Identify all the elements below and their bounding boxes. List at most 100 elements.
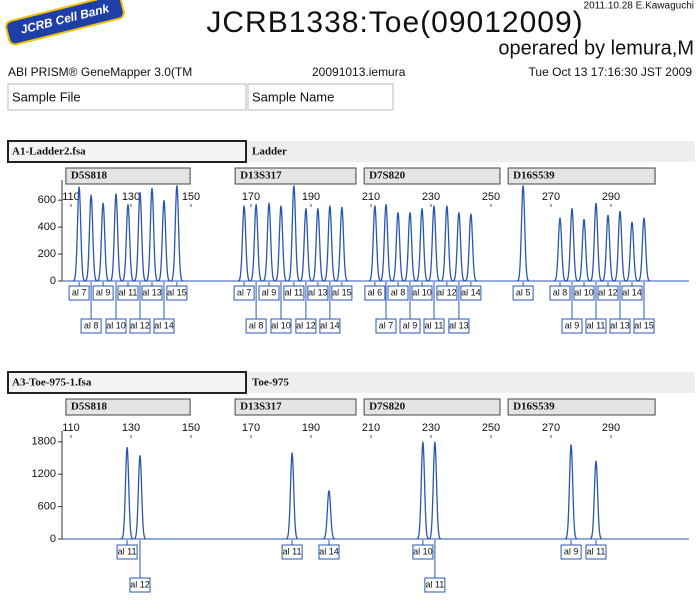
- allele-box: [448, 318, 470, 334]
- peak: [311, 208, 325, 282]
- x-tick-label: 130: [122, 191, 140, 203]
- allele-label: al 12: [437, 287, 457, 297]
- allele-box: [331, 285, 353, 301]
- allele-box: [129, 577, 151, 593]
- marker-name: D7S820: [369, 170, 406, 182]
- peak: [72, 186, 86, 282]
- allele-label: al 8: [249, 320, 264, 330]
- allele-label: al 11: [587, 320, 606, 330]
- x-tick-label: 290: [602, 191, 620, 203]
- peak: [249, 204, 263, 282]
- x-tick-label: 230: [422, 191, 440, 203]
- allele-box: [387, 285, 409, 301]
- x-tick-label: 250: [482, 422, 500, 434]
- allele-label: al 11: [587, 546, 606, 556]
- allele-label: al 11: [283, 546, 302, 556]
- allele-label: al 12: [130, 579, 150, 589]
- allele-box: [609, 318, 631, 334]
- peak: [157, 200, 171, 282]
- allele-box: [460, 285, 482, 301]
- allele-label: al 7: [72, 287, 87, 297]
- sample-file-box: [7, 140, 247, 163]
- allele-label: al 8: [391, 287, 406, 297]
- allele-label: al 11: [284, 287, 303, 297]
- allele-box: [436, 285, 458, 301]
- peak: [323, 205, 337, 282]
- peak: [145, 188, 159, 282]
- marker-box: [65, 167, 191, 185]
- peak: [170, 185, 184, 282]
- marker-box: [234, 398, 357, 416]
- sample-file-header: [7, 83, 247, 111]
- allele-box: [117, 285, 139, 301]
- allele-label: al 13: [308, 287, 328, 297]
- allele-label: al 5: [516, 287, 531, 297]
- allele-label: al 13: [142, 287, 162, 297]
- allele-label: al 8: [553, 287, 568, 297]
- peak: [589, 460, 603, 540]
- allele-box: [116, 544, 138, 560]
- peak: [613, 210, 627, 282]
- allele-label: al 15: [332, 287, 352, 297]
- allele-label: al 14: [622, 287, 642, 297]
- allele-label: al 12: [130, 320, 150, 330]
- marker-name: D5S818: [71, 170, 108, 182]
- allele-label: al 9: [403, 320, 418, 330]
- peak: [368, 205, 382, 282]
- peak: [601, 214, 615, 282]
- allele-label: al 14: [461, 287, 481, 297]
- peak: [335, 206, 349, 282]
- allele-box: [166, 285, 188, 301]
- allele-box: [153, 318, 175, 334]
- marker-name: D13S317: [240, 401, 282, 413]
- peak: [625, 221, 639, 282]
- peak: [84, 194, 98, 282]
- allele-label: al 10: [106, 320, 126, 330]
- peak: [416, 441, 430, 540]
- allele-box: [561, 318, 583, 334]
- peak: [403, 212, 417, 282]
- peak: [391, 212, 405, 282]
- y-tick-label: 600: [38, 194, 56, 206]
- allele-box: [585, 544, 607, 560]
- credit: 2011.10.28 E.Kawaguchi: [584, 1, 694, 12]
- peak: [133, 192, 147, 282]
- allele-box: [281, 544, 303, 560]
- peak: [427, 205, 441, 282]
- marker-box: [234, 167, 357, 185]
- allele-label: al 11: [425, 579, 444, 589]
- allele-box: [258, 285, 280, 301]
- allele-label: al 10: [413, 546, 433, 556]
- peak: [379, 204, 393, 282]
- peak: [564, 444, 578, 540]
- x-tick-label: 190: [302, 422, 320, 434]
- x-tick-label: 270: [542, 422, 560, 434]
- peak: [553, 217, 567, 282]
- allele-label: al 10: [574, 287, 594, 297]
- allele-box: [295, 318, 317, 334]
- marker-box: [507, 167, 656, 185]
- x-tick-label: 190: [302, 191, 320, 203]
- allele-box: [364, 285, 386, 301]
- allele-label: al 7: [379, 320, 394, 330]
- allele-box: [621, 285, 643, 301]
- y-tick-label: 0: [50, 275, 56, 287]
- allele-label: al 15: [634, 320, 654, 330]
- allele-box: [283, 285, 305, 301]
- allele-label: al 10: [271, 320, 291, 330]
- allele-label: al 9: [96, 287, 111, 297]
- marker-name: D16S539: [513, 401, 555, 413]
- allele-label: al 11: [119, 287, 138, 297]
- software: ABI PRISM® GeneMapper 3.0(TM: [8, 65, 192, 79]
- x-tick-label: 270: [542, 191, 560, 203]
- allele-box: [270, 318, 292, 334]
- allele-box: [307, 285, 329, 301]
- allele-box: [399, 318, 421, 334]
- peak: [237, 205, 251, 282]
- file-name: 20091013.iemura: [312, 65, 406, 79]
- peak: [274, 205, 288, 282]
- allele-box: [412, 544, 434, 560]
- allele-label: al 13: [610, 320, 630, 330]
- x-tick-label: 210: [362, 422, 380, 434]
